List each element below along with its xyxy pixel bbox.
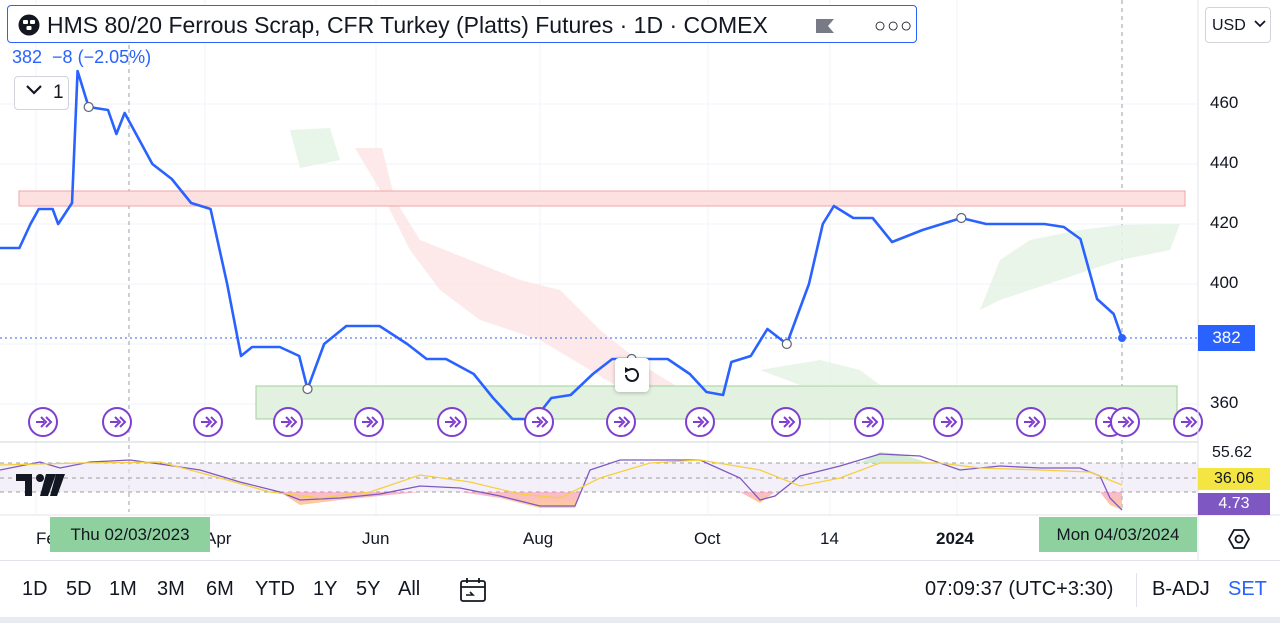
range-button-all[interactable]: All [398,578,421,600]
time-label-jun: Jun [362,529,390,548]
last-price-dot[interactable] [1118,334,1126,342]
bottom-toolbar: 1D 5D 1M 3M 6M YTD 1Y 5Y All 07:09:37 (U… [0,560,1280,624]
time-cursor-end: Mon 04/03/2024 [1039,517,1197,552]
event-icon[interactable] [771,407,801,437]
price-axis-label: 400 [1210,273,1239,292]
cloud-green-3 [760,360,880,385]
event-icon[interactable] [606,407,636,437]
range-button-3m[interactable]: 3M [157,578,185,600]
event-icon[interactable] [437,407,467,437]
price-change: −8 (−2.05%) [52,47,152,67]
event-icon[interactable] [28,407,58,437]
event-icon[interactable] [273,407,303,437]
range-button-1y[interactable]: 1Y [313,578,338,600]
bottom-strip [0,617,1280,623]
range-button-ytd[interactable]: YTD [255,578,295,600]
event-icon[interactable] [354,407,384,437]
currency-dropdown[interactable]: USD [1205,7,1271,43]
flag-icon[interactable] [814,18,836,34]
range-button-1m[interactable]: 1M [109,578,137,600]
more-icon[interactable]: ○○○ [874,15,914,37]
event-icon[interactable] [854,407,884,437]
reset-icon [625,367,639,382]
compare-range-icon[interactable] [458,575,488,605]
event-icon[interactable] [685,407,715,437]
symbol-logo-icon [18,14,40,36]
price-series[interactable] [0,69,1126,421]
cloud-green-2 [980,224,1180,310]
cloud-green-1 [290,128,340,168]
chart-canvas[interactable] [0,0,1280,560]
current-price-label: 382 [1198,325,1255,351]
last-price-line: 382 −8 (−2.05%) [12,47,151,68]
chevron-down-icon [1254,17,1266,31]
event-icon[interactable] [1016,407,1046,437]
price-point-marker[interactable] [781,338,792,350]
chevron-down-icon [25,82,43,101]
price-axis-label: 360 [1210,393,1239,412]
clock-time[interactable]: 07:09:37 (UTC+3:30) [925,578,1114,600]
event-markers[interactable] [28,407,1203,437]
currency-label: USD [1212,17,1246,34]
indicator-signal-line [0,459,1123,499]
time-label-oct: Oct [694,529,721,548]
price-line[interactable] [0,69,1124,421]
indicator-label-signal: 36.06 [1198,468,1270,490]
interval-value: 1 [53,82,64,103]
interval-dropdown[interactable]: 1 [14,76,69,110]
reset-button[interactable] [615,358,649,392]
resistance-zone[interactable] [18,190,1186,207]
indicator-band [0,463,1198,492]
event-icon[interactable] [524,407,554,437]
rsi-fill-1 [280,492,420,505]
symbol-title[interactable]: HMS 80/20 Ferrous Scrap, CFR Turkey (Pla… [47,12,768,38]
symbol-header[interactable]: HMS 80/20 Ferrous Scrap, CFR Turkey (Pla… [7,5,917,43]
event-icon[interactable] [1173,407,1203,437]
event-icon[interactable] [102,407,132,437]
range-button-5d[interactable]: 5D [66,578,92,600]
toolbar-separator [1136,573,1137,607]
event-icon[interactable] [933,407,963,437]
tradingview-logo-icon[interactable] [16,472,66,498]
settings-icon[interactable] [1228,528,1250,550]
time-label-apr: Apr [205,529,232,548]
price-point-marker[interactable] [83,101,94,113]
time-label-2024: 2024 [936,529,974,548]
time-cursor-start: Thu 02/03/2023 [50,517,210,552]
range-button-5y[interactable]: 5Y [356,578,381,600]
time-label-14: 14 [820,529,839,548]
rsi-fill-2 [460,492,580,508]
price-axis-label: 460 [1210,93,1239,112]
event-icon[interactable] [193,407,223,437]
adjustment-toggle[interactable]: B-ADJ [1152,578,1210,600]
rsi-fill-4 [1100,492,1122,510]
event-icon[interactable] [1110,407,1140,437]
indicator-label-value: 4.73 [1198,493,1270,515]
time-label-aug: Aug [523,529,554,548]
price-axis-label: 440 [1210,153,1239,172]
price-point-marker[interactable] [302,383,313,395]
range-button-1d[interactable]: 1D [22,578,48,600]
price-axis-label: 420 [1210,213,1239,232]
indicator-label-max: 55.62 [1212,444,1253,461]
session-toggle[interactable]: SET [1228,578,1267,600]
range-button-6m[interactable]: 6M [206,578,234,600]
last-price: 382 [12,47,43,67]
price-point-marker[interactable] [956,212,967,224]
